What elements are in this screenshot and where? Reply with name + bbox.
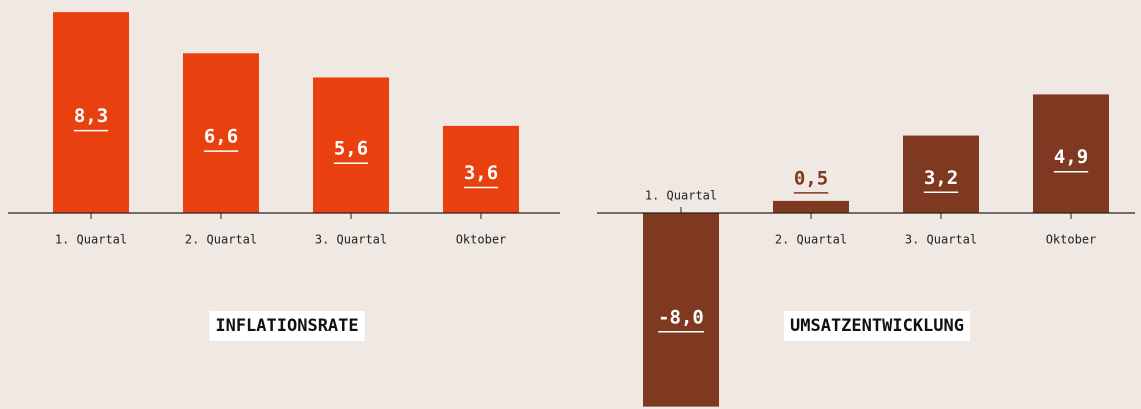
x-tick-label: 2. Quartal <box>185 233 257 247</box>
value-label: 6,6 <box>204 126 238 148</box>
bar <box>773 200 849 213</box>
chart-title: UMSATZENTWICKLUNG <box>790 316 964 336</box>
value-label: 3,2 <box>924 167 958 189</box>
x-tick-label: 3. Quartal <box>905 233 977 247</box>
x-tick-label: Oktober <box>456 233 507 247</box>
x-tick-label: 2. Quartal <box>775 233 847 247</box>
bar <box>903 135 979 213</box>
bar <box>643 213 719 407</box>
value-label: 4,9 <box>1054 146 1088 168</box>
bar <box>313 77 389 213</box>
bar <box>183 53 259 213</box>
x-tick-label: 1. Quartal <box>55 233 127 247</box>
bar <box>1033 94 1109 213</box>
x-tick-label: 1. Quartal <box>645 189 717 203</box>
value-label: 5,6 <box>334 138 368 160</box>
value-label: 8,3 <box>74 105 108 127</box>
value-label: 0,5 <box>794 167 828 189</box>
chart-title: INFLATIONSRATE <box>215 316 358 336</box>
bar-chart: UMSATZENTWICKLUNG -8,0 1. Quartal 0,5 2. Qua… <box>597 94 1135 407</box>
bar-chart: INFLATIONSRATE 8,3 1. Quartal 6,6 2. Quartal… <box>8 12 560 341</box>
bar <box>443 125 519 213</box>
value-label: -8,0 <box>658 306 704 328</box>
bar <box>53 12 129 214</box>
value-label: 3,6 <box>464 162 498 184</box>
x-tick-label: 3. Quartal <box>315 233 387 247</box>
title-box <box>209 311 365 341</box>
title-box <box>784 311 970 341</box>
x-tick-label: Oktober <box>1046 233 1097 247</box>
